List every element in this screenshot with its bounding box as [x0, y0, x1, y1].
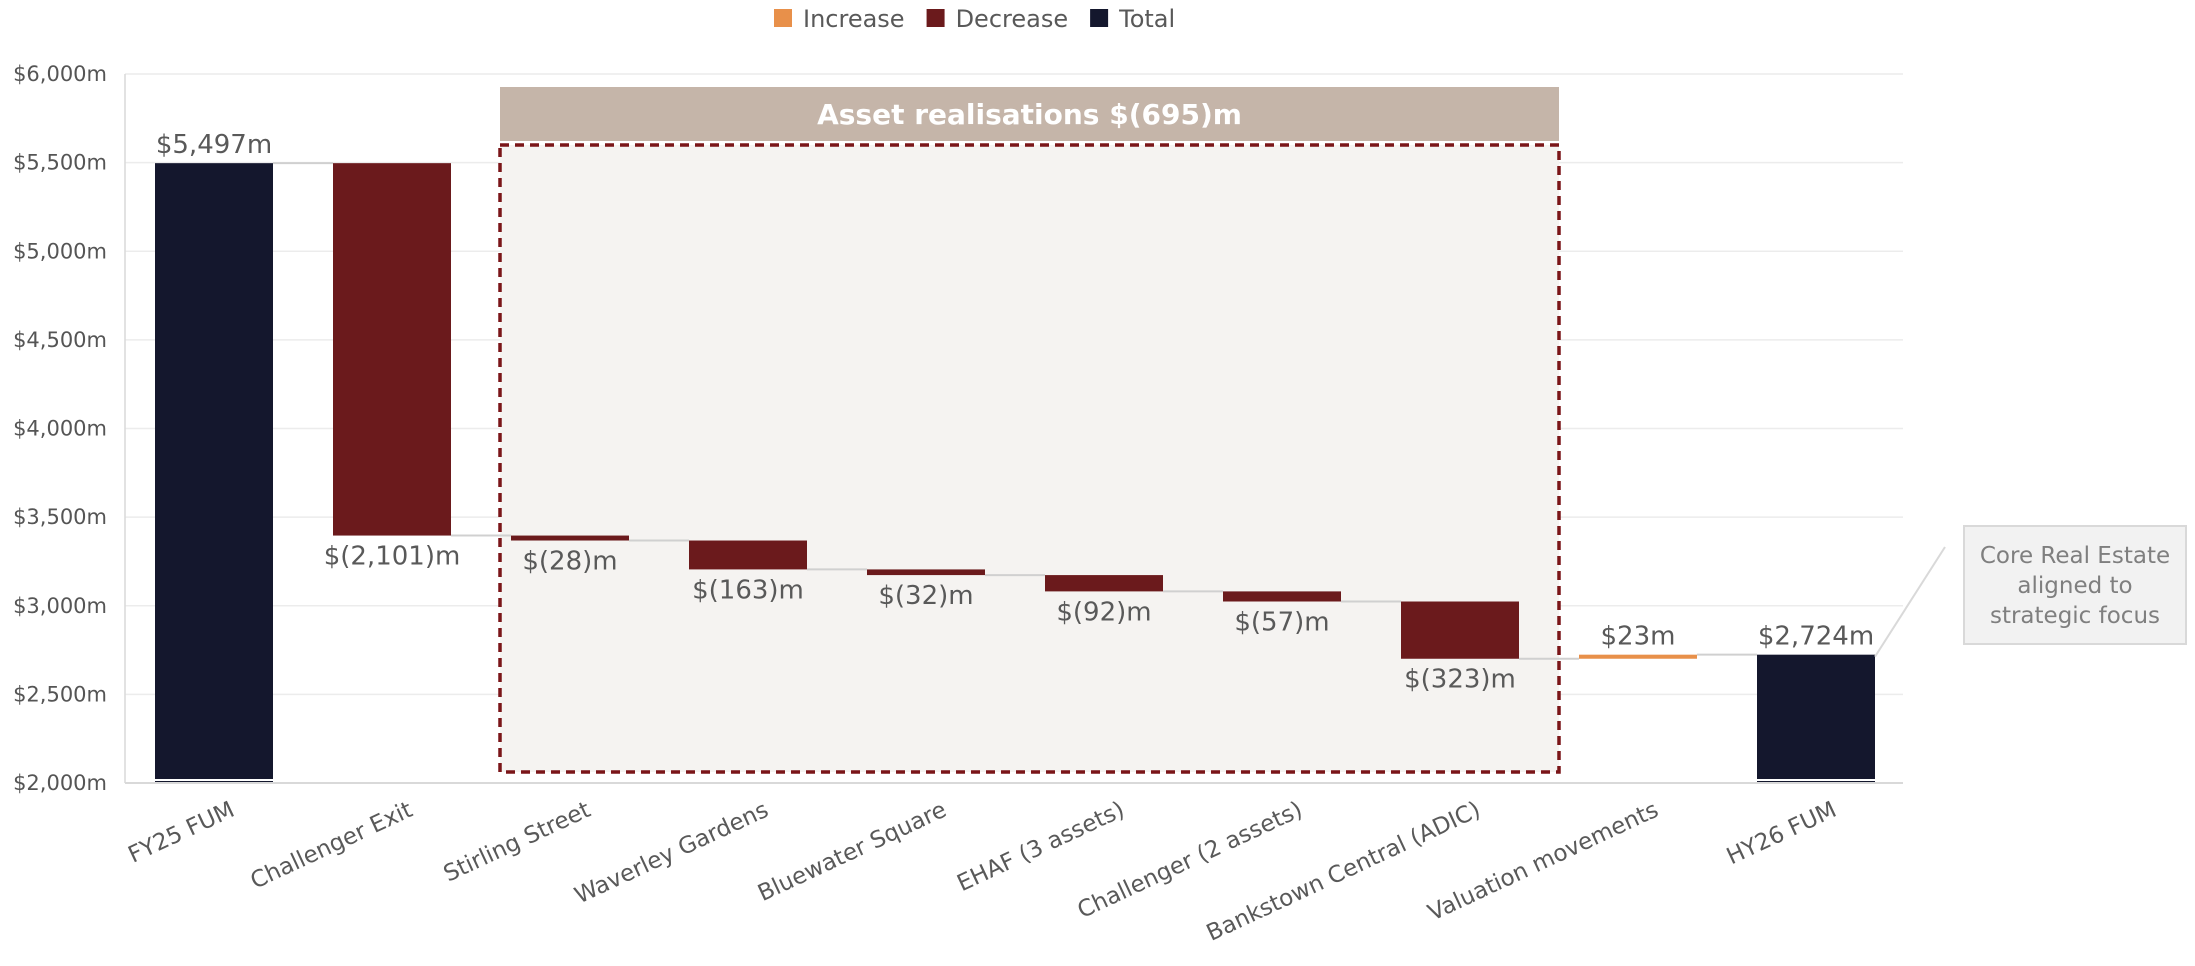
group-box [498, 143, 1561, 774]
bar-decrease [511, 535, 629, 541]
y-tick-label: $4,500m [13, 328, 107, 352]
legend: Increase Decrease Total [774, 5, 1175, 33]
category-label: Waverley Gardens [571, 797, 773, 909]
callout-leader [1874, 546, 1946, 658]
y-tick-label: $5,500m [13, 151, 107, 175]
x-axis: FY25 FUM Challenger Exit Stirling StreetWa… [124, 782, 1903, 947]
group-banner [500, 87, 1559, 141]
category-label: HY26 FUM [1723, 797, 1841, 870]
legend-swatch [1090, 9, 1109, 27]
data-labels: $5,497m $(2,101)m $(28)m $(163)m $(32)m $(92)… [156, 130, 1874, 695]
bar-decrease [1223, 591, 1341, 602]
category-label: Bluewater Square [754, 797, 951, 907]
legend-label: Increase [803, 5, 905, 33]
bar-total [155, 163, 273, 784]
y-tick-label: $3,500m [13, 505, 107, 529]
bar-decrease [689, 540, 807, 570]
y-tick-label: $5,000m [13, 239, 107, 263]
legend-swatch [774, 9, 792, 27]
y-tick-label: $3,000m [13, 594, 107, 618]
bar-decrease [333, 163, 451, 536]
callout-box [1963, 525, 2187, 645]
bar-decrease [1401, 601, 1519, 659]
legend-label: Total [1118, 5, 1175, 33]
data-label: $2,724m [1758, 622, 1874, 652]
data-label: $23m [1601, 622, 1676, 652]
y-tick-label: $2,500m [13, 682, 107, 706]
connector-lines [273, 162, 1757, 660]
data-label: $(163)m [692, 575, 804, 605]
category-label: Stirling Street [440, 797, 595, 888]
y-tick-label: $2,000m [13, 771, 107, 795]
data-label: $(28)m [522, 547, 617, 577]
group-banner-label: Asset realisations $(695)m [817, 98, 1242, 131]
bar-total [1757, 654, 1875, 783]
y-tick-label: $4,000m [13, 417, 107, 441]
category-label: EHAF (3 assets) [953, 797, 1128, 897]
data-label: $(323)m [1404, 665, 1516, 695]
callout-line: strategic focus [1990, 603, 2160, 629]
data-label: $(2,101)m [324, 542, 461, 572]
data-label: $(57)m [1234, 607, 1329, 637]
legend-label: Decrease [956, 5, 1069, 33]
data-label: $(92)m [1056, 597, 1151, 627]
y-tick-label: $6,000m [13, 62, 107, 86]
bar-decrease [1045, 575, 1163, 592]
legend-swatch [926, 9, 945, 27]
data-label: $(32)m [878, 581, 973, 611]
asset-realisations-group: Asset realisations $(695)m [498, 87, 1561, 774]
callout: Core Real Estate aligned to strategic focu… [1874, 525, 2187, 658]
y-axis: $2,000m $2,500m $3,000m $3,500m $4,000m $4,50… [13, 62, 126, 795]
bar-decrease [867, 569, 985, 576]
bars [155, 163, 1875, 784]
data-label: $5,497m [156, 130, 272, 160]
category-label: FY25 FUM [124, 797, 238, 869]
callout-line: aligned to [2017, 573, 2132, 599]
category-label: Bankstown Central (ADIC) [1203, 797, 1485, 947]
category-label: Challenger Exit [247, 797, 417, 895]
callout-line: Core Real Estate [1980, 543, 2170, 569]
bar-increase [1579, 654, 1697, 659]
